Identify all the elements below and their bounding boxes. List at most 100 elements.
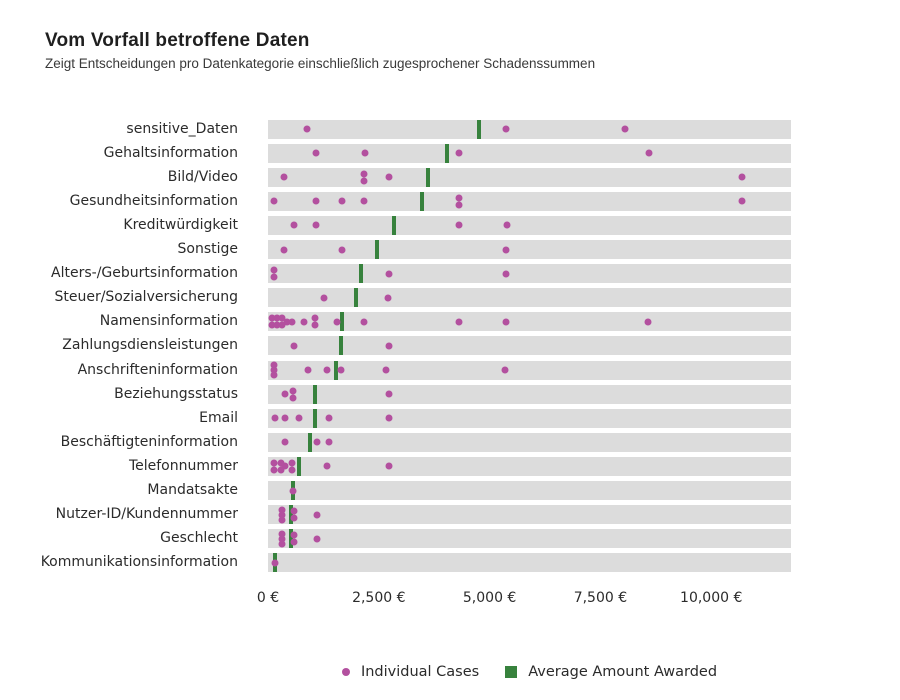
x-tick-label: 2,500 € bbox=[352, 590, 406, 606]
case-dot bbox=[323, 462, 331, 470]
y-axis-label: Gesundheitsinformation bbox=[69, 192, 238, 209]
case-dot bbox=[270, 361, 278, 369]
case-dot bbox=[288, 459, 296, 467]
case-dot bbox=[385, 462, 393, 470]
case-dot bbox=[278, 314, 286, 322]
y-axis-label: Namensinformation bbox=[99, 313, 238, 330]
case-dot bbox=[268, 314, 276, 322]
x-tick-label: 0 € bbox=[256, 590, 280, 606]
case-dot bbox=[304, 366, 312, 374]
case-dot bbox=[311, 321, 319, 329]
case-dot bbox=[303, 125, 311, 133]
case-dot bbox=[270, 273, 278, 281]
case-dot bbox=[385, 173, 393, 181]
case-dot bbox=[313, 511, 321, 519]
case-dot bbox=[501, 366, 509, 374]
row-bar bbox=[268, 191, 791, 211]
y-axis-label: Beschäftigteninformation bbox=[60, 433, 238, 450]
case-dot bbox=[738, 197, 746, 205]
case-dot bbox=[313, 535, 321, 543]
case-dot bbox=[289, 487, 297, 494]
average-marker bbox=[445, 143, 450, 163]
average-marker bbox=[420, 191, 425, 211]
case-dot bbox=[361, 149, 369, 157]
case-dot bbox=[502, 318, 510, 326]
case-dot bbox=[289, 394, 297, 402]
row-bar bbox=[268, 167, 791, 187]
average-marker bbox=[354, 288, 359, 308]
x-tick-label: 10,000 € bbox=[680, 590, 743, 606]
case-dot bbox=[503, 221, 511, 229]
row-bar bbox=[268, 336, 791, 356]
case-dot bbox=[281, 390, 289, 398]
chart-title: Vom Vorfall betroffene Daten bbox=[45, 30, 310, 51]
case-dot bbox=[312, 197, 320, 205]
case-dot bbox=[290, 514, 298, 522]
case-dot bbox=[384, 294, 392, 302]
x-axis: 0 € 2,500 € 5,000 € 7,500 € 10,000 € bbox=[0, 590, 900, 610]
row-bar bbox=[268, 432, 791, 452]
case-dot bbox=[385, 342, 393, 350]
y-axis-label: Steuer/Sozialversicherung bbox=[54, 289, 238, 306]
case-dot bbox=[278, 530, 286, 538]
case-dot bbox=[337, 366, 345, 374]
legend: Individual Cases Average Amount Awarded bbox=[268, 660, 791, 684]
y-axis-label: sensitive_Daten bbox=[126, 120, 238, 137]
average-marker bbox=[426, 167, 431, 187]
case-dot bbox=[270, 459, 278, 467]
row-bar bbox=[268, 553, 791, 573]
case-dot bbox=[360, 318, 368, 326]
y-axis-label: Kreditwürdigkeit bbox=[123, 216, 238, 233]
average-marker bbox=[297, 456, 302, 476]
case-dot bbox=[455, 149, 463, 157]
case-dot bbox=[278, 540, 286, 548]
y-axis-label: Alters-/Geburtsinformation bbox=[51, 265, 238, 282]
average-marker bbox=[358, 264, 363, 284]
case-dot bbox=[273, 314, 281, 322]
row-bar bbox=[268, 264, 791, 284]
case-dot bbox=[325, 414, 333, 422]
case-dot bbox=[278, 506, 286, 514]
x-tick-label: 7,500 € bbox=[573, 590, 628, 606]
case-dot bbox=[621, 125, 629, 133]
case-dot bbox=[333, 318, 341, 326]
y-axis-label: Mandatsakte bbox=[147, 482, 238, 498]
case-dot bbox=[455, 221, 463, 229]
case-dot bbox=[290, 507, 298, 515]
case-dot bbox=[278, 516, 286, 524]
y-axis-label: Kommunikationsinformation bbox=[40, 554, 238, 571]
case-dot bbox=[290, 531, 298, 539]
case-dot bbox=[320, 294, 328, 302]
row-bar bbox=[268, 143, 791, 163]
legend-item-average: Average Amount Awarded bbox=[505, 664, 717, 680]
legend-avg-label: Average Amount Awarded bbox=[528, 664, 718, 680]
case-dot bbox=[270, 366, 278, 374]
case-dot bbox=[289, 387, 297, 395]
case-dot bbox=[644, 318, 652, 326]
legend-cases-label: Individual Cases bbox=[360, 664, 480, 680]
case-dot bbox=[281, 462, 289, 470]
y-axis-label: Sonstige bbox=[177, 241, 239, 257]
case-dot bbox=[645, 149, 653, 157]
y-axis-label: Anschrifteninformation bbox=[77, 361, 238, 378]
y-axis-label: Beziehungsstatus bbox=[114, 385, 238, 402]
case-dot bbox=[455, 201, 463, 209]
y-axis-label: Zahlungsdiensleistungen bbox=[62, 337, 238, 354]
case-dot bbox=[290, 221, 298, 229]
average-marker bbox=[339, 336, 344, 356]
case-dot bbox=[382, 366, 390, 374]
case-dot bbox=[270, 197, 278, 205]
case-dot bbox=[271, 559, 279, 567]
case-dot bbox=[738, 173, 746, 181]
case-dot bbox=[290, 342, 298, 350]
case-dot bbox=[455, 194, 463, 202]
case-dot bbox=[280, 246, 287, 253]
case-dot bbox=[278, 511, 286, 519]
case-dot bbox=[312, 221, 320, 229]
chart-subtitle: Zeigt Entscheidungen pro Datenkategorie … bbox=[45, 56, 596, 71]
case-dot bbox=[270, 371, 278, 379]
row-bar bbox=[268, 408, 791, 428]
legend-item-individual-cases: Individual Cases bbox=[341, 664, 480, 680]
average-marker bbox=[477, 119, 482, 139]
